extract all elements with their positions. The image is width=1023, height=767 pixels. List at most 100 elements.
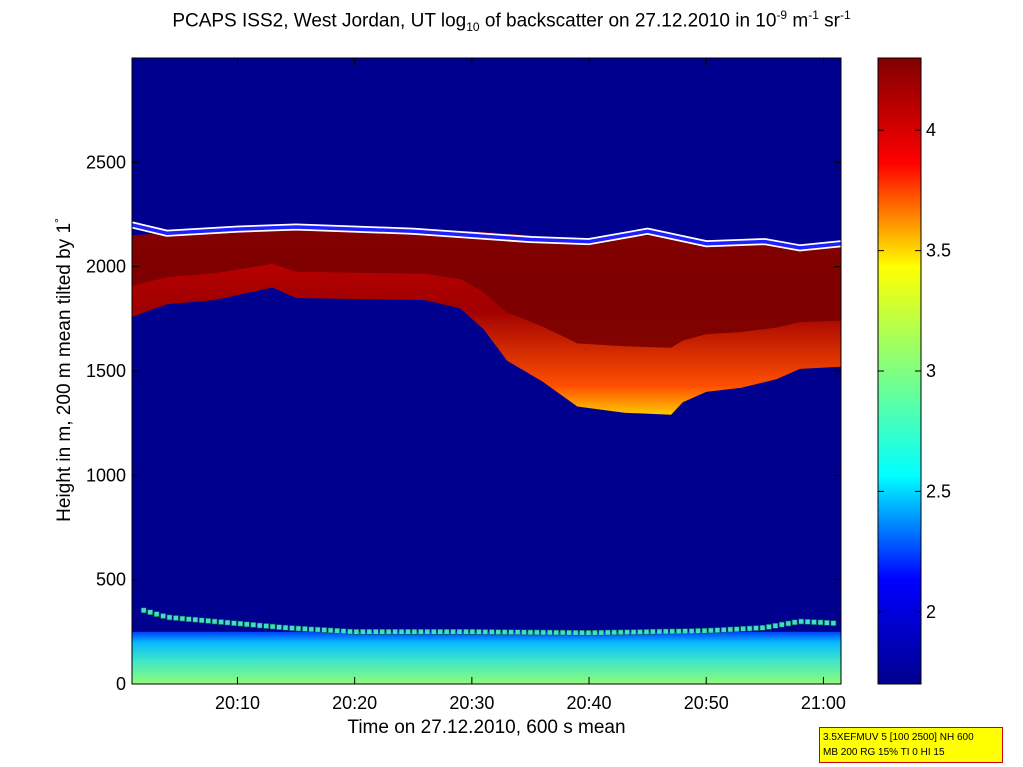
processing-info-box: 3.5XEFMUV 5 [100 2500] NH 600 MB 200 RG … <box>819 727 1003 763</box>
x-tick-label: 20:30 <box>449 693 494 713</box>
y-axis: 0 500 1000 1500 2000 2500 <box>86 152 841 694</box>
mixing-height-marker <box>534 629 540 636</box>
info-line-2: MB 200 RG 15% TI 0 HI 15 <box>823 747 945 758</box>
mixing-height-marker <box>372 628 379 635</box>
colorbar <box>878 58 921 684</box>
mixing-height-marker <box>360 628 366 635</box>
surface-aerosol-layer <box>132 631 841 684</box>
mixing-height-marker <box>785 620 792 627</box>
mixing-height-marker <box>643 629 650 635</box>
mixing-height-marker <box>637 629 643 635</box>
y-axis-label: Height in m, 200 m mean tilted by 1° <box>51 218 76 522</box>
mixing-height-marker <box>701 627 708 634</box>
mixing-height-marker <box>759 624 766 631</box>
mixing-height-marker <box>476 629 482 635</box>
mixing-height-marker <box>424 628 431 635</box>
mixing-height-marker <box>340 628 347 635</box>
mixing-height-marker <box>327 627 334 634</box>
mixing-height-marker <box>147 609 153 616</box>
mixing-height-marker <box>566 629 572 636</box>
mixing-height-marker <box>572 629 579 636</box>
y-tick-label: 1000 <box>86 465 126 485</box>
colorbar-tick-label: 3 <box>926 361 936 381</box>
colorbar-axis: 2 2.5 3 3.5 4 <box>878 120 951 622</box>
mixing-height-marker <box>198 617 205 624</box>
mixing-height-marker <box>791 619 798 626</box>
mixing-height-marker <box>186 616 192 623</box>
y-tick-label: 1500 <box>86 361 126 381</box>
mixing-height-marker <box>398 628 405 635</box>
mixing-height-marker <box>205 618 211 624</box>
mixing-height-marker <box>804 618 811 625</box>
mixing-height-marker <box>746 625 753 632</box>
mixing-height-marker <box>650 628 656 635</box>
mixing-height-marker <box>778 621 785 628</box>
boundary-layer-line <box>132 223 841 250</box>
mixing-height-marker <box>231 620 237 627</box>
mixing-height-marker <box>211 618 218 625</box>
mixing-height-marker <box>289 625 295 631</box>
mixing-height-marker <box>714 627 721 634</box>
y-tick-label: 500 <box>96 570 126 590</box>
mixing-height-marker <box>766 624 772 630</box>
mixing-height-marker <box>334 627 340 634</box>
mixing-height-marker <box>811 619 817 625</box>
mixing-height-marker <box>224 619 231 626</box>
mixing-height-marker <box>443 628 450 635</box>
mixing-height-marker <box>282 624 289 631</box>
mixing-height-marker <box>276 624 282 631</box>
x-tick-label: 20:10 <box>215 693 260 713</box>
x-tick-label: 20:40 <box>567 693 612 713</box>
mixing-height-marker <box>347 628 353 635</box>
mixing-height-marker <box>708 627 714 634</box>
x-tick-label: 20:20 <box>332 693 377 713</box>
mixing-height-marker <box>514 629 521 636</box>
mixing-height-marker <box>153 611 160 617</box>
mixing-height-marker <box>166 614 173 621</box>
info-line-1: 3.5XEFMUV 5 [100 2500] NH 600 <box>823 732 974 743</box>
mixing-height-marker <box>321 627 328 633</box>
mixing-height-marker <box>656 628 663 635</box>
mixing-height-marker <box>662 628 669 635</box>
y-tick-label: 0 <box>116 674 126 694</box>
colorbar-tick-label: 2 <box>926 602 936 622</box>
mixing-height-marker <box>630 629 637 635</box>
elevated-layer-core <box>132 224 841 348</box>
mixing-height-marker <box>366 628 373 635</box>
mixing-height-marker <box>624 629 630 636</box>
mixing-height-marker <box>173 615 179 621</box>
mixing-height-marker <box>695 628 701 634</box>
mixing-height-marker <box>308 626 315 633</box>
mixing-height-marker <box>250 622 257 628</box>
mixing-height-marker <box>405 628 411 635</box>
mixing-height-marker <box>527 629 534 636</box>
mixing-height-marker <box>269 623 276 630</box>
colorbar-tick-label: 3.5 <box>926 241 951 261</box>
mixing-height-marker <box>469 628 476 635</box>
x-axis-label: Time on 27.12.2010, 600 s mean <box>347 717 626 738</box>
mixing-height-marker <box>501 629 508 635</box>
mixing-height-marker <box>456 628 463 635</box>
mixing-height-marker <box>295 625 302 632</box>
y-tick-label: 2500 <box>86 152 126 172</box>
mixing-height-marker <box>244 621 250 628</box>
mixing-height-marker <box>540 629 547 636</box>
mixing-height-marker <box>798 618 805 625</box>
mixing-height-marker <box>772 622 779 629</box>
mixing-height-marker <box>463 628 469 635</box>
mixing-height-marker <box>263 623 270 629</box>
x-tick-label: 20:50 <box>684 693 729 713</box>
mixing-height-marker <box>218 619 224 625</box>
mixing-height-marker <box>682 628 688 635</box>
mixing-height-marker <box>733 626 740 633</box>
surface-mixing-height-markers <box>140 607 837 636</box>
mixing-height-marker <box>675 628 682 635</box>
mixing-height-marker <box>237 620 244 627</box>
mixing-height-marker <box>179 615 186 622</box>
mixing-height-marker <box>740 625 746 632</box>
mixing-height-marker <box>488 629 495 635</box>
mixing-height-marker <box>521 629 527 636</box>
mixing-height-marker <box>669 628 676 635</box>
mixing-height-marker <box>160 613 166 619</box>
